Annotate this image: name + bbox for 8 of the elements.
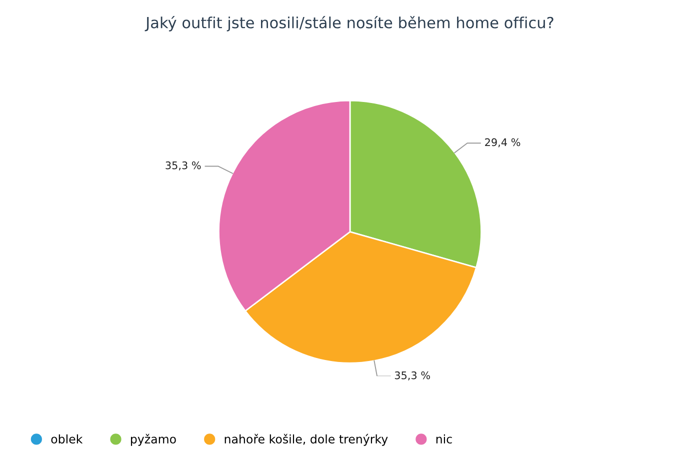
data-label: 29,4 %	[485, 138, 520, 148]
legend-label: oblek	[51, 434, 83, 444]
data-label: 35,3 %	[166, 161, 201, 170]
chart-title: Jaký outfit jste nosili/stále nosíte během home officu?	[144, 16, 554, 32]
data-label: 35,3 %	[394, 371, 430, 380]
legend-label: nahoře košile, dole trenýrky	[224, 434, 388, 446]
legend-label: nic	[436, 434, 452, 444]
legend-label: pyžamo	[130, 434, 176, 446]
